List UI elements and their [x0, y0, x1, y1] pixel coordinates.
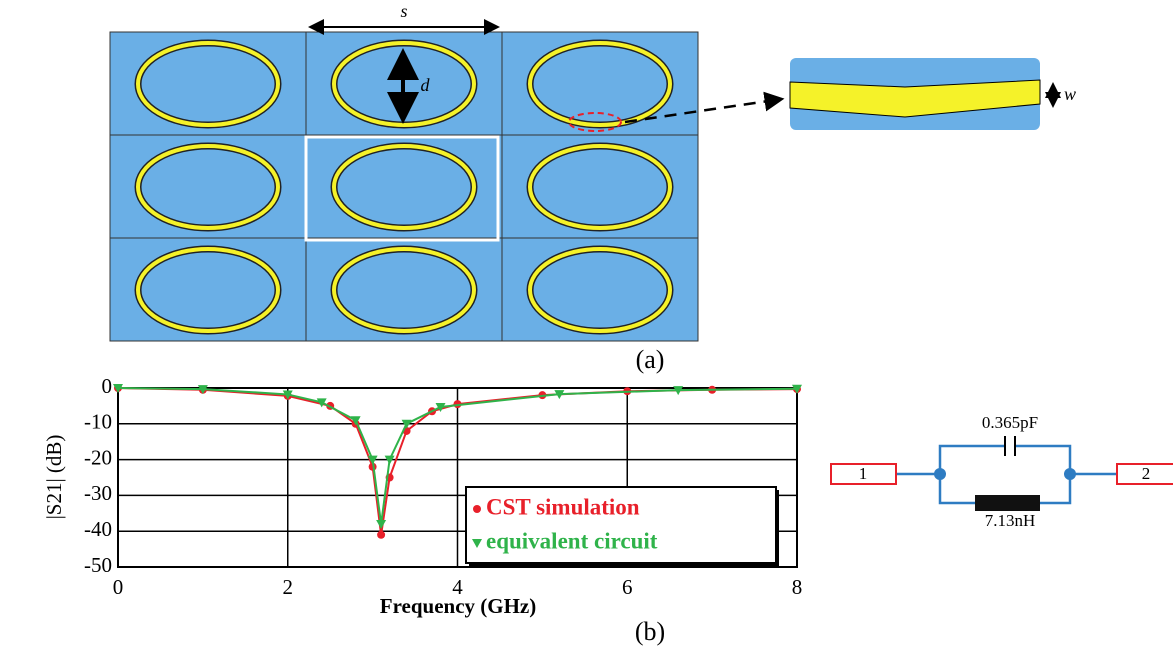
y-tick-label: -50: [84, 553, 112, 577]
y-tick-label: -40: [84, 517, 112, 541]
marker: [377, 531, 385, 539]
caption-b: (b): [635, 617, 665, 646]
x-tick-label: 2: [283, 575, 294, 599]
y-tick-label: -20: [84, 445, 112, 469]
port-1-label: 1: [859, 464, 868, 483]
inductor-label: 7.13nH: [985, 511, 1036, 530]
node: [1064, 468, 1076, 480]
y-axis-label: |S21| (dB): [42, 435, 66, 520]
y-tick-label: 0: [102, 374, 113, 398]
y-tick-label: -10: [84, 410, 112, 434]
legend-label: equivalent circuit: [486, 528, 658, 553]
port-2-label: 2: [1142, 464, 1151, 483]
marker: [376, 520, 386, 529]
x-tick-label: 6: [622, 575, 633, 599]
caption-a: (a): [636, 345, 665, 374]
w-label: w: [1064, 84, 1076, 104]
x-tick-label: 8: [792, 575, 803, 599]
legend-marker: [473, 505, 481, 513]
s-label: s: [400, 1, 407, 21]
inductor: [975, 495, 1040, 511]
x-axis-label: Frequency (GHz): [380, 594, 537, 618]
node: [934, 468, 946, 480]
circuit: [896, 446, 1117, 503]
capacitor-label: 0.365pF: [982, 413, 1038, 432]
d-label: d: [421, 75, 431, 95]
x-tick-label: 0: [113, 575, 124, 599]
y-tick-label: -30: [84, 481, 112, 505]
legend-label: CST simulation: [486, 494, 640, 519]
figure: s d w (a) 024680-10-20-30-40-50CST simul…: [0, 0, 1173, 650]
